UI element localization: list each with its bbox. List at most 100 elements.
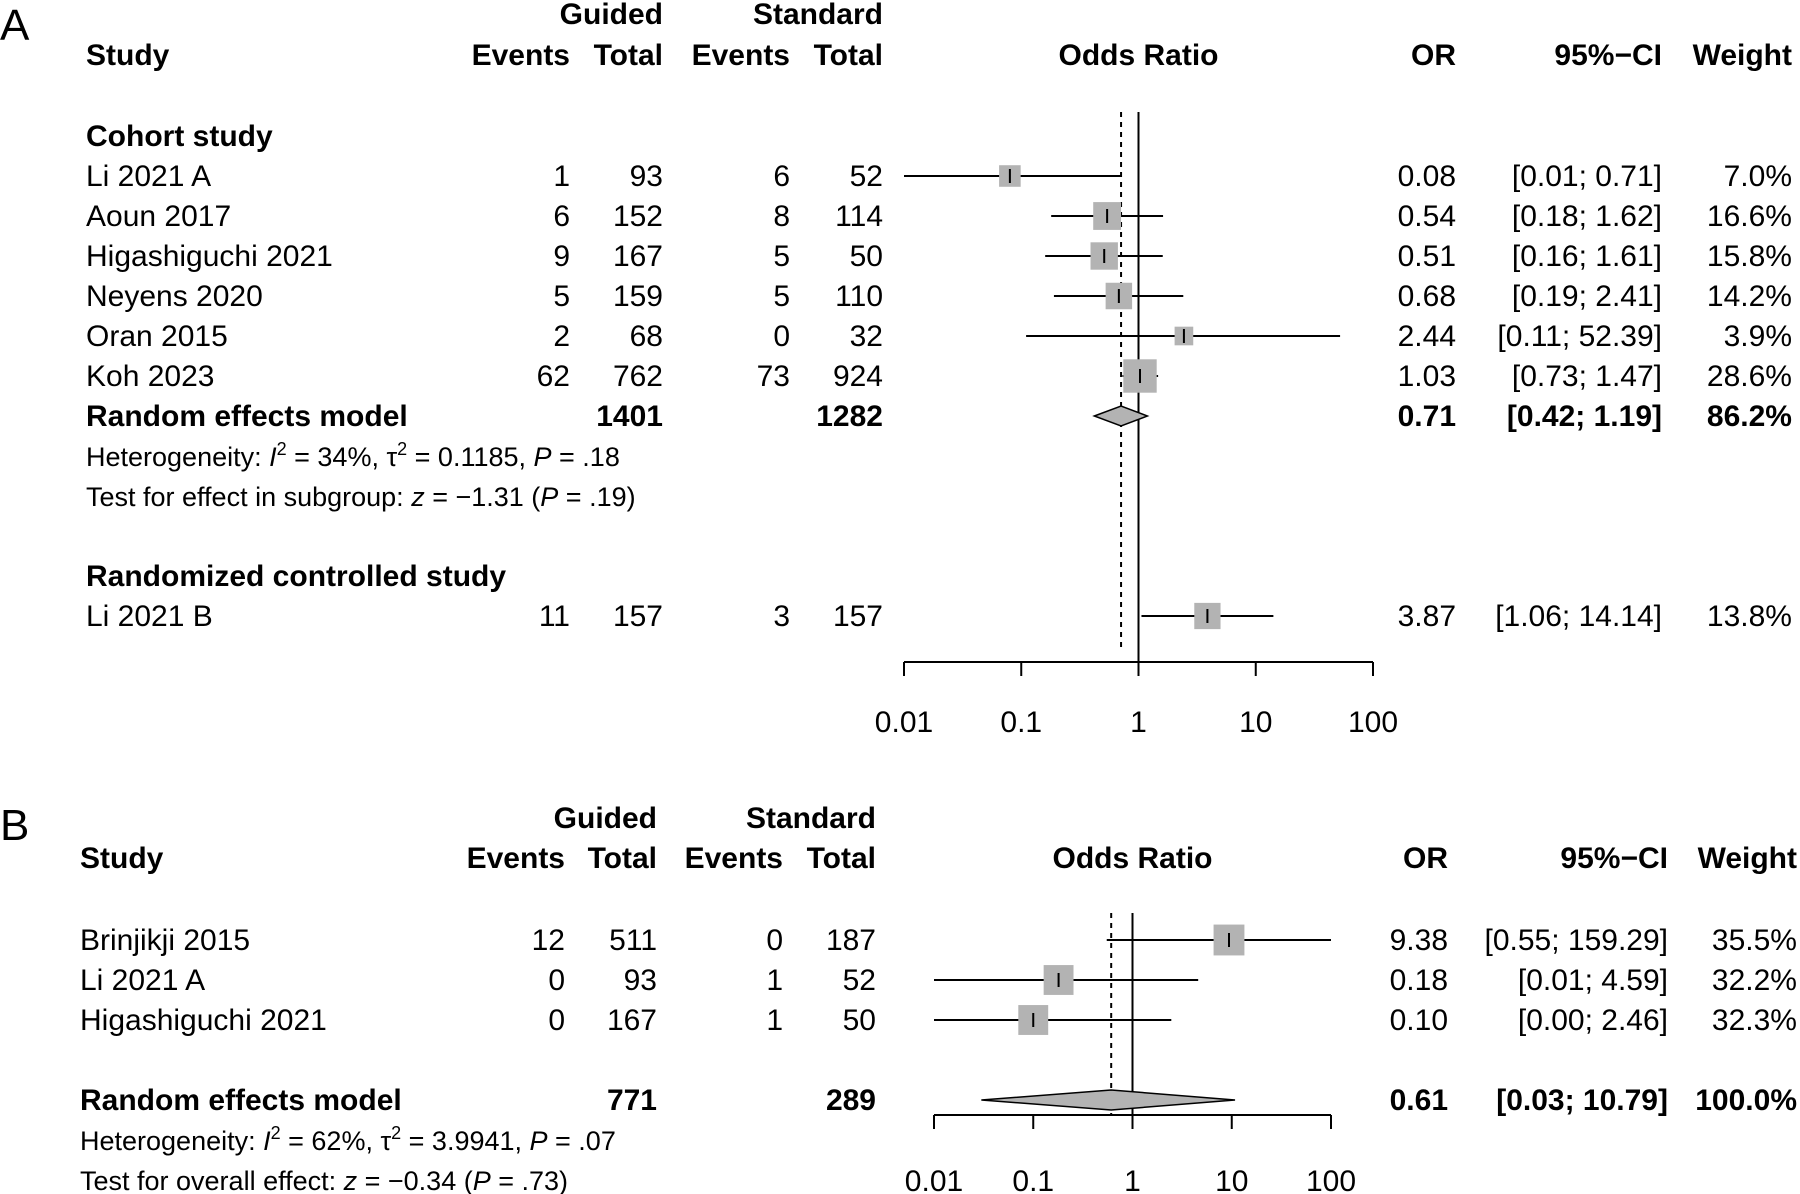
panel-a-summary-row-1-standard-total: 1282 <box>816 400 883 433</box>
panel-b-study-row-1-3-standard-events: 1 <box>766 1004 783 1037</box>
panel-a-study-row-1-4-weight-value: 14.2% <box>1707 280 1792 313</box>
panel-a-study-row-1-6-guided-events: 62 <box>537 360 570 393</box>
panel-a-study-row-1-2-ci-value: [0.18; 1.62] <box>1512 200 1662 233</box>
panel-a-header-standard: Standard <box>753 0 883 31</box>
panel-a-study-row-1-1-standard-total: 52 <box>850 160 883 193</box>
panel-a-header-weight: Weight <box>1693 39 1792 72</box>
panel-a-summary-row-1-diamond <box>1092 405 1150 427</box>
panel-b-header-guided: Guided <box>554 802 657 835</box>
panel-a-x-tick-label-5: 100 <box>1348 706 1398 739</box>
panel-a-header-total-guided: Total <box>594 39 663 72</box>
panel-a-study-row-1-3-or-value: 0.51 <box>1398 240 1456 273</box>
panel-a-study-row-1-4-or-value: 0.68 <box>1398 280 1456 313</box>
panel-a-summary-row-1-or-value: 0.71 <box>1398 400 1456 433</box>
panel-b-summary-row-1-ci-value: [0.03; 10.79] <box>1496 1084 1668 1117</box>
panel-b-study-row-1-1-guided-events: 12 <box>532 924 565 957</box>
panel-a-study-row-1-2-or-value: 0.54 <box>1398 200 1456 233</box>
panel-a-study-row-2-1-name: Li 2021 B <box>86 600 213 633</box>
panel-b-study-row-1-2-weight-value: 32.2% <box>1712 964 1797 997</box>
panel-b-summary-row-1-name: Random effects model <box>80 1084 402 1117</box>
panel-b-header-events-guided: Events <box>467 842 565 875</box>
panel-a-study-row-1-4-guided-total: 159 <box>613 280 663 313</box>
panel-a-study-row-1-6-guided-total: 762 <box>613 360 663 393</box>
panel-a-label: A <box>0 1 30 50</box>
panel-b-header-ci: 95%−CI <box>1560 842 1668 875</box>
panel-b-header-total-standard: Total <box>807 842 876 875</box>
panel-a-study-row-1-3-standard-total: 50 <box>850 240 883 273</box>
panel-a-summary-row-1-name: Random effects model <box>86 400 408 433</box>
panel-a-study-row-1-2-guided-total: 152 <box>613 200 663 233</box>
panel-a-header-total-standard: Total <box>814 39 883 72</box>
panel-a-study-row-2-1-standard-total: 157 <box>833 600 883 633</box>
panel-a-study-row-1-6-standard-events: 73 <box>757 360 790 393</box>
panel-a-study-row-1-5-or-value: 2.44 <box>1398 320 1456 353</box>
panel-a-study-row-1-6-name: Koh 2023 <box>86 360 214 393</box>
panel-b-study-row-1-3-or-value: 0.10 <box>1390 1004 1448 1037</box>
panel-a-study-row-1-4-name: Neyens 2020 <box>86 280 263 313</box>
panel-a-x-tick-label-1: 0.01 <box>875 706 933 739</box>
panel-a-study-row-1-1-or-value: 0.08 <box>1398 160 1456 193</box>
panel-a-header-or: OR <box>1411 39 1456 72</box>
panel-b-study-row-1-1-ci-value: [0.55; 159.29] <box>1485 924 1669 957</box>
panel-b-header-events-standard: Events <box>685 842 783 875</box>
panel-b-study-row-1-3-weight-value: 32.3% <box>1712 1004 1797 1037</box>
panel-b-summary-row-1-heterogeneity-text: Heterogeneity: I2 = 62%, τ2 = 3.9941, P … <box>80 1123 616 1156</box>
panel-a-study-row-1-4-standard-total: 110 <box>835 280 883 313</box>
panel-a-study-row-1-6-standard-total: 924 <box>833 360 883 393</box>
panel-a-group-title-2: Randomized controlled study <box>86 560 506 593</box>
panel-a-study-row-2-1-guided-events: 11 <box>539 600 570 633</box>
panel-b-study-row-1-1-guided-total: 511 <box>609 924 657 957</box>
panel-a-header-ci: 95%−CI <box>1554 39 1662 72</box>
panel-a-study-row-2-1-ci-value: [1.06; 14.14] <box>1495 600 1662 633</box>
panel-b-header-or: OR <box>1403 842 1448 875</box>
panel-a-x-tick-label-3: 1 <box>1130 706 1147 739</box>
panel-a-summary-row-1-test-text: Test for effect in subgroup: z = −1.31 (… <box>86 482 636 512</box>
panel-b-x-tick-label-3: 1 <box>1124 1165 1141 1194</box>
panel-a-header-guided: Guided <box>560 0 663 31</box>
panel-b-x-tick-label-2: 0.1 <box>1012 1165 1054 1194</box>
panel-b-study-row-1-3-ci-value: [0.00; 2.46] <box>1518 1004 1668 1037</box>
panel-b-study-row-1-3-standard-total: 50 <box>843 1004 876 1037</box>
panel-b-study-row-1-3-guided-total: 167 <box>607 1004 657 1037</box>
panel-a-study-row-1-4-guided-events: 5 <box>553 280 570 313</box>
panel-a-summary-row-1-guided-total: 1401 <box>596 400 663 433</box>
panel-a-study-row-2-1-or-value: 3.87 <box>1398 600 1456 633</box>
panel-a-study-row-1-1-weight-value: 7.0% <box>1724 160 1792 193</box>
panel-a-study-row-2-1-weight-value: 13.8% <box>1707 600 1792 633</box>
panel-a-study-row-1-5-standard-events: 0 <box>773 320 790 353</box>
panel-a-study-row-1-4-standard-events: 5 <box>773 280 790 313</box>
panel-b-summary-row-1-weight-value: 100.0% <box>1695 1084 1797 1117</box>
panel-a-header-study: Study <box>86 39 170 72</box>
panel-b-x-tick-label-5: 100 <box>1306 1165 1356 1194</box>
panel-a-study-row-1-2-guided-events: 6 <box>553 200 570 233</box>
panel-a-study-row-1-2-standard-total: 114 <box>835 200 883 233</box>
panel-a-summary-row-1-ci-value: [0.42; 1.19] <box>1507 400 1662 433</box>
panel-b-header-total-guided: Total <box>588 842 657 875</box>
panel-a-study-row-1-2-name: Aoun 2017 <box>86 200 231 233</box>
panel-a-study-row-1-3-weight-value: 15.8% <box>1707 240 1792 273</box>
panel-a-header-odds-ratio: Odds Ratio <box>1058 39 1218 72</box>
panel-b-study-row-1-2-standard-events: 1 <box>766 964 783 997</box>
panel-b-study-row-1-1-standard-total: 187 <box>826 924 876 957</box>
panel-b-header-weight: Weight <box>1698 842 1797 875</box>
panel-b-study-row-1-2-name: Li 2021 A <box>80 964 205 997</box>
panel-a-study-row-1-4-ci-value: [0.19; 2.41] <box>1512 280 1662 313</box>
panel-a-study-row-1-3-guided-total: 167 <box>613 240 663 273</box>
panel-b-study-row-1-2-guided-total: 93 <box>624 964 657 997</box>
panel-a-study-row-1-3-name: Higashiguchi 2021 <box>86 240 333 273</box>
panel-b-label: B <box>0 801 29 850</box>
panel-a-study-row-1-2-standard-events: 8 <box>773 200 790 233</box>
panel-a-study-row-1-3-guided-events: 9 <box>553 240 570 273</box>
panel-b-header-odds-ratio: Odds Ratio <box>1052 842 1212 875</box>
panel-a-x-tick-label-4: 10 <box>1239 706 1272 739</box>
panel-a-header-events-standard: Events <box>692 39 790 72</box>
panel-b-summary-row-1-diamond <box>981 1089 1236 1111</box>
panel-b-study-row-1-1-name: Brinjikji 2015 <box>80 924 250 957</box>
panel-b-summary-row-1-test-text: Test for overall effect: z = −0.34 (P = … <box>80 1166 568 1194</box>
panel-b-summary-row-1-standard-total: 289 <box>826 1084 876 1117</box>
panel-a-study-row-2-1-standard-events: 3 <box>773 600 790 633</box>
panel-b-study-row-1-1-standard-events: 0 <box>766 924 783 957</box>
panel-a-study-row-1-1-name: Li 2021 A <box>86 160 211 193</box>
panel-a-summary-row-1-heterogeneity-text: Heterogeneity: I2 = 34%, τ2 = 0.1185, P … <box>86 439 620 472</box>
